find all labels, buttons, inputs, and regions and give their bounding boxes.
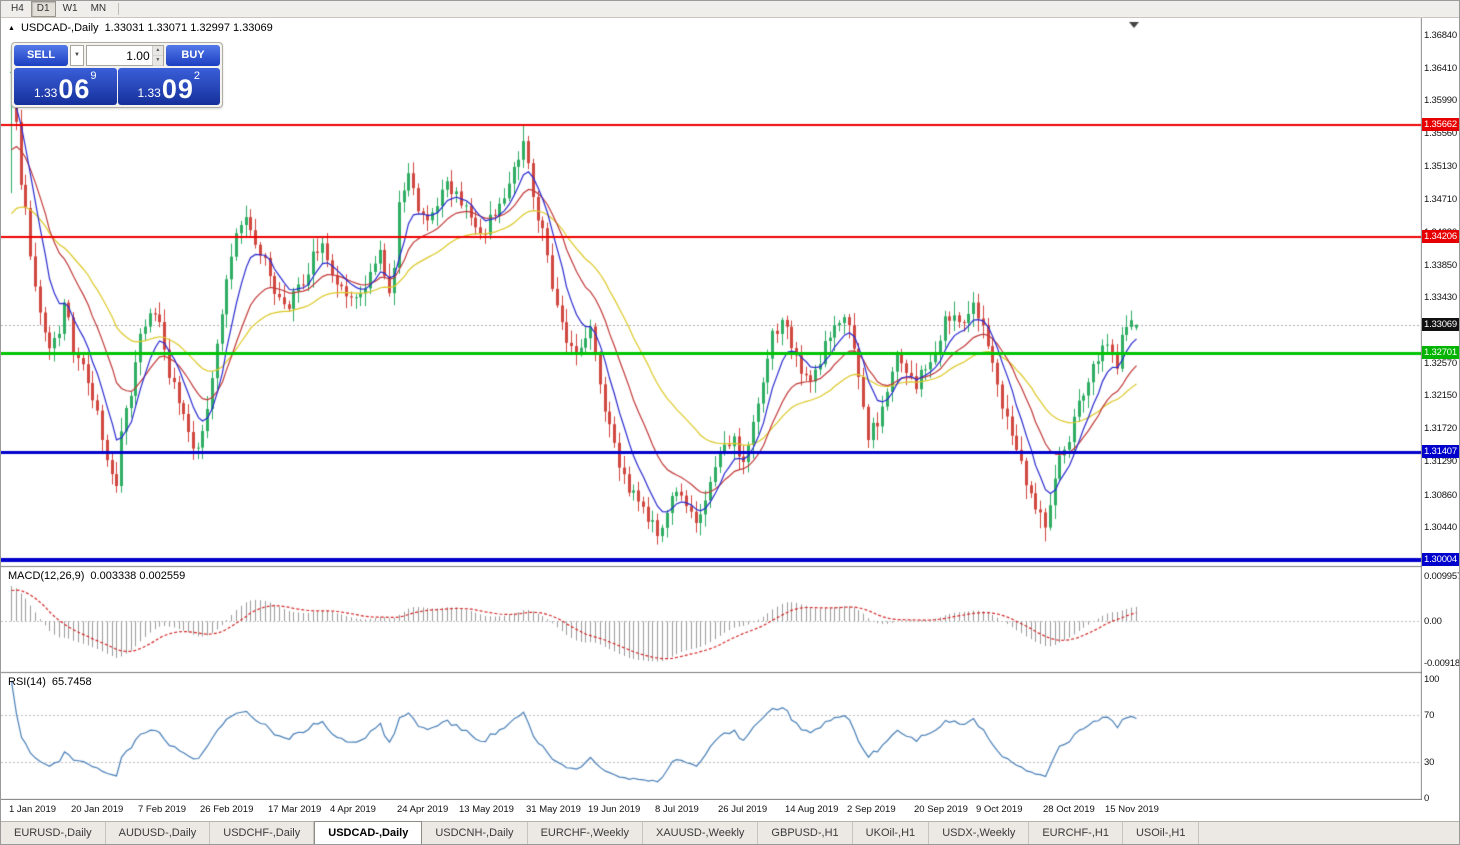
resistance-level-badge: 1.35662	[1422, 118, 1459, 132]
macd-indicator-label: MACD(12,26,9) 0.003338 0.002559	[8, 570, 185, 582]
date-label: 9 Oct 2019	[976, 804, 1023, 815]
date-label: 24 Apr 2019	[397, 804, 449, 815]
date-label: 7 Feb 2019	[138, 804, 187, 815]
sell-price-prefix: 1.33	[33, 86, 58, 100]
price-tick-label: 1.31290	[1424, 456, 1457, 468]
date-label: 1 Jan 2019	[9, 804, 57, 815]
price-tick-label: 1.36410	[1424, 62, 1457, 74]
chart-symbol-period: USDCAD-,Daily	[20, 22, 99, 34]
rsi-scale-label: 30	[1424, 757, 1435, 769]
price-tick-label: 1.35130	[1424, 161, 1457, 173]
price-tick-label: 1.35560	[1424, 128, 1457, 140]
chart-tab-eurchf-h1[interactable]: EURCHF-,H1	[1029, 822, 1123, 844]
volume-input[interactable]	[87, 46, 152, 65]
sell-price-point: 9	[90, 70, 97, 82]
rsi-value: 65.7458	[51, 676, 92, 688]
price-tick-label: 1.36840	[1424, 29, 1457, 41]
period-button-d1[interactable]: D1	[30, 1, 56, 17]
macd-scale-label: -0.00918	[1424, 658, 1460, 669]
chart-tab-gbpusd-h1[interactable]: GBPUSD-,H1	[758, 822, 853, 844]
volume-dropdown-button[interactable]: ▼	[70, 45, 84, 66]
macd-scale-label: 0.00	[1424, 616, 1442, 628]
chart-tab-bar: EURUSD-,Daily AUDUSD-,Daily USDCHF-,Daily U…	[1, 821, 1459, 844]
date-label: 8 Jul 2019	[655, 804, 699, 815]
rsi-indicator-label: RSI(14) 65.7458	[8, 676, 92, 688]
volume-increase-button[interactable]: ▲	[152, 46, 163, 56]
date-label: 20 Sep 2019	[914, 804, 968, 815]
chart-ohlc-values: 1.33031 1.33071 1.32997 1.33069	[104, 22, 273, 34]
period-button-w1[interactable]: W1	[62, 3, 78, 14]
current-price-badge: 1.33069	[1422, 317, 1459, 331]
timeframe-toolbar: H4 D1 W1 MN	[1, 1, 1459, 18]
time-scale[interactable]: 1 Jan 2019 20 Jan 2019 7 Feb 2019 26 Feb 20…	[1, 801, 1459, 821]
date-label: 14 Aug 2019	[785, 804, 839, 815]
price-scale[interactable]: 1.36840 1.36410 1.35990 1.35560 1.35130 1.347…	[1422, 18, 1460, 804]
macd-name: MACD(12,26,9)	[8, 570, 85, 582]
date-label: 31 May 2019	[526, 804, 581, 815]
chart-tab-xauusd-weekly[interactable]: XAUUSD-,Weekly	[643, 822, 759, 844]
toolbar-separator	[118, 3, 120, 15]
chart-tab-eurchf-weekly[interactable]: EURCHF-,Weekly	[528, 822, 643, 844]
price-tick-label: 1.35990	[1424, 95, 1457, 107]
date-label: 20 Jan 2019	[71, 804, 124, 815]
price-tick-label: 1.34710	[1424, 193, 1457, 205]
chart-tab-usoil-h1[interactable]: USOil-,H1	[1123, 822, 1200, 844]
date-label: 26 Feb 2019	[200, 804, 254, 815]
rsi-name: RSI(14)	[8, 676, 46, 688]
sell-price-pips: 06	[58, 74, 91, 104]
rsi-scale-label: 100	[1424, 674, 1440, 685]
date-label: 26 Jul 2019	[718, 804, 768, 815]
resistance-level-badge: 1.34206	[1422, 230, 1459, 244]
chart-tab-eurusd-daily[interactable]: EURUSD-,Daily	[1, 822, 106, 844]
date-label: 13 May 2019	[459, 804, 514, 815]
rsi-scale-label: 70	[1424, 709, 1435, 721]
chart-tab-ukoil-h1[interactable]: UKOil-,H1	[853, 822, 930, 844]
price-tick-label: 1.32570	[1424, 358, 1457, 370]
support-level-badge: 1.30004	[1422, 553, 1459, 567]
support-level-badge: 1.32701	[1422, 346, 1459, 360]
price-tick-label: 1.33430	[1424, 291, 1457, 303]
chart-tab-usdchf-daily[interactable]: USDCHF-,Daily	[210, 822, 315, 844]
one-click-trading-panel: SELL ▼ ▲ ▼ BUY 1.33 06 9 1.33 09 2	[11, 42, 223, 108]
date-label: 17 Mar 2019	[268, 804, 322, 815]
buy-price-pips: 09	[161, 74, 194, 104]
volume-decrease-button[interactable]: ▼	[152, 56, 163, 66]
sell-price-button[interactable]: 1.33 06 9	[14, 68, 117, 105]
period-button-h4[interactable]: H4	[11, 3, 24, 14]
macd-values: 0.003338 0.002559	[90, 570, 186, 582]
price-tick-label: 1.31720	[1424, 423, 1457, 435]
macd-scale-label: 0.009957	[1424, 571, 1460, 582]
date-label: 19 Jun 2019	[588, 804, 641, 815]
rsi-scale-label: 0	[1424, 793, 1430, 804]
period-button-mn[interactable]: MN	[90, 3, 107, 14]
buy-button[interactable]: BUY	[166, 45, 220, 66]
date-label: 28 Oct 2019	[1043, 804, 1095, 815]
chart-tab-usdcad-daily[interactable]: USDCAD-,Daily	[314, 821, 423, 844]
chart-tab-usdcnh-daily[interactable]: USDCNH-,Daily	[422, 822, 528, 844]
date-label: 2 Sep 2019	[847, 804, 896, 815]
sell-button[interactable]: SELL	[14, 45, 68, 66]
one-click-collapse-icon[interactable]: ▲	[8, 24, 15, 32]
chart-title: ▲ USDCAD-,Daily 1.33031 1.33071 1.32997 …	[8, 22, 273, 34]
price-tick-label: 1.30440	[1424, 521, 1457, 533]
date-label: 15 Nov 2019	[1105, 804, 1159, 815]
chart-tab-usdx-weekly[interactable]: USDX-,Weekly	[929, 822, 1030, 844]
price-tick-label: 1.30860	[1424, 489, 1457, 501]
buy-price-point: 2	[193, 70, 201, 82]
price-chart-canvas[interactable]	[1, 18, 1459, 800]
chart-tab-audusd-daily[interactable]: AUDUSD-,Daily	[106, 822, 211, 844]
date-label: 4 Apr 2019	[330, 804, 376, 815]
price-tick-label: 1.33850	[1424, 259, 1457, 271]
buy-price-button[interactable]: 1.33 09 2	[117, 68, 220, 105]
support-level-badge: 1.31407	[1422, 445, 1459, 459]
buy-price-prefix: 1.33	[137, 86, 161, 100]
price-tick-label: 1.32150	[1424, 390, 1457, 402]
